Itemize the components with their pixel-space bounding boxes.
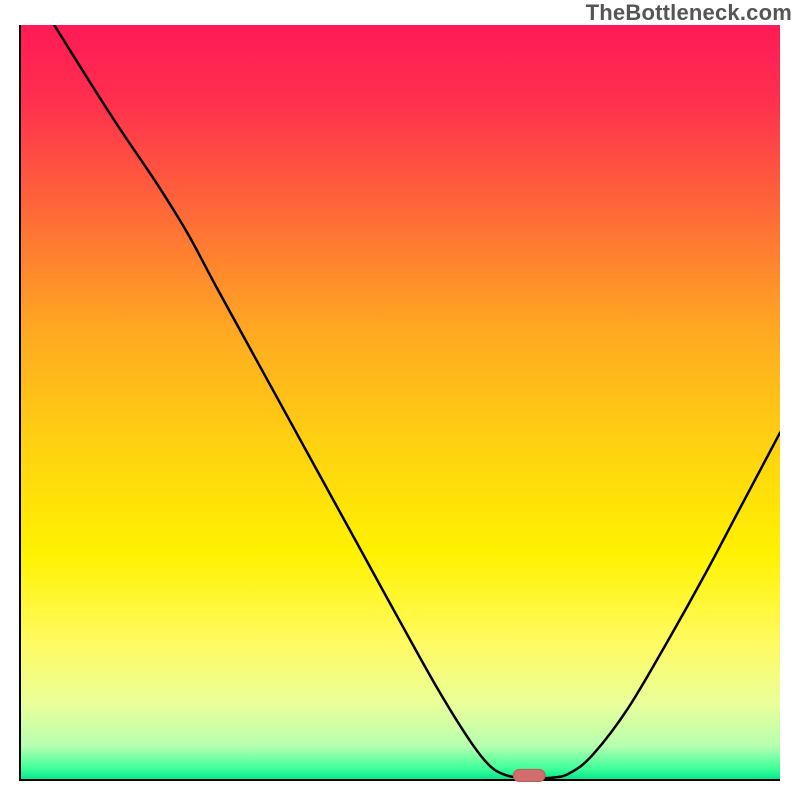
bottleneck-chart <box>0 0 800 800</box>
sweet-spot-marker <box>513 769 545 781</box>
plot-background <box>20 25 780 780</box>
chart-container: TheBottleneck.com <box>0 0 800 800</box>
watermark-text: TheBottleneck.com <box>586 0 792 26</box>
